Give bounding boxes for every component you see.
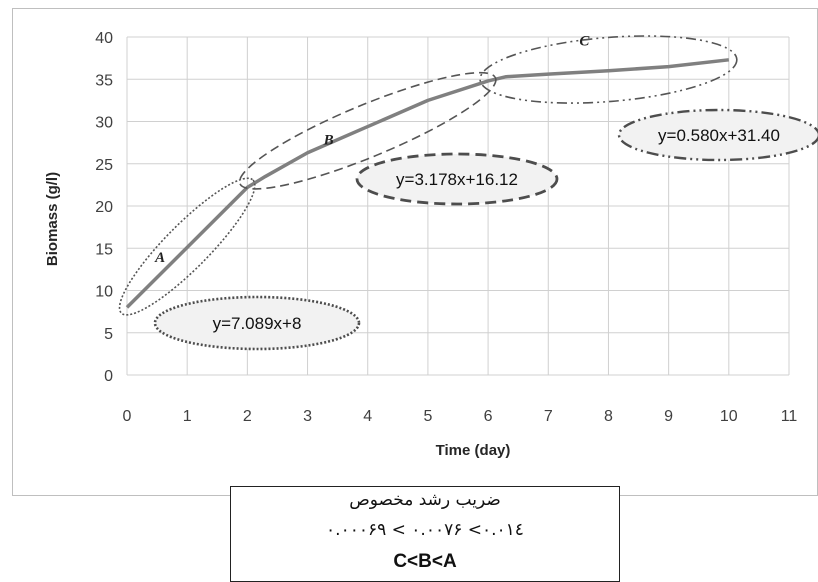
x-axis-label: Time (day) — [436, 442, 511, 459]
y-tick-label: 25 — [95, 157, 113, 174]
segment-label-a: A — [154, 250, 165, 266]
x-tick-label: 9 — [664, 408, 673, 425]
y-tick-label: 10 — [95, 284, 113, 301]
segment-label-b: B — [323, 132, 334, 148]
x-tick-label: 4 — [363, 408, 372, 425]
biomass-chart: A B Cy=7.089x+8 y=3.178x+16.12 y=0.580x+31.4… — [44, 30, 818, 459]
y-tick-label: 20 — [95, 199, 113, 216]
y-axis-label: Biomass (g/l) — [44, 172, 61, 266]
y-tick-label: 5 — [104, 326, 113, 343]
biomass-series-line — [125, 58, 730, 309]
equation-oval-a — [153, 295, 361, 351]
equation-label-b: y=3.178x+16.12 — [396, 170, 518, 189]
segment-label-c: C — [579, 33, 590, 49]
segment-c-ellipse — [479, 35, 738, 104]
x-tick-label: 6 — [484, 408, 493, 425]
y-tick-label: 15 — [95, 241, 113, 258]
summary-order: C<B<A — [393, 551, 457, 572]
x-tick-label: 7 — [544, 408, 553, 425]
y-tick-label: 40 — [95, 30, 113, 47]
segment-b-ellipse — [238, 71, 497, 190]
x-tick-label: 11 — [781, 408, 798, 425]
x-tick-label: 2 — [243, 408, 252, 425]
summary-box: ضریب رشد مخصوص ۰.۰۰۰۶۹ < ۰.۰۰۷۶ <۰.۰۱٤ C… — [230, 486, 620, 582]
y-tick-label: 0 — [104, 368, 113, 385]
x-tick-label: 3 — [303, 408, 312, 425]
y-tick-label: 35 — [95, 72, 113, 89]
x-tick-label: 1 — [183, 408, 192, 425]
equation-oval-c — [617, 108, 818, 162]
equation-label-c: y=0.580x+31.40 — [658, 126, 780, 145]
y-tick-label: 30 — [95, 115, 113, 132]
summary-values: ۰.۰۰۰۶۹ < ۰.۰۰۷۶ <۰.۰۱٤ — [326, 520, 524, 540]
x-tick-label: 8 — [604, 408, 613, 425]
equation-oval-b — [355, 152, 559, 206]
x-tick-label: 0 — [123, 408, 132, 425]
summary-heading: ضریب رشد مخصوص — [349, 490, 501, 510]
x-tick-label: 10 — [720, 408, 738, 425]
x-tick-label: 5 — [423, 408, 432, 425]
equation-label-a: y=7.089x+8 — [213, 314, 302, 333]
